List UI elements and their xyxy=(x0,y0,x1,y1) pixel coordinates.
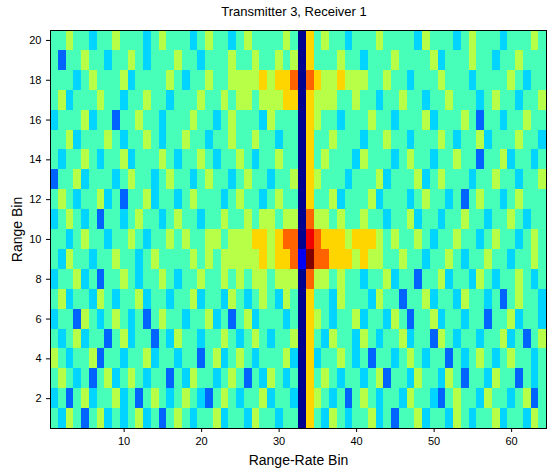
svg-text:Range Bin: Range Bin xyxy=(9,197,25,262)
svg-text:10: 10 xyxy=(118,435,130,447)
html-text:Transmitter 3, Receiver 1: Transmitter 3, Receiver 1 xyxy=(221,4,367,19)
svg-text:2: 2 xyxy=(35,392,41,404)
svg-text:20: 20 xyxy=(29,34,41,46)
svg-text:50: 50 xyxy=(428,435,440,447)
svg-text:16: 16 xyxy=(29,114,41,126)
svg-text:8: 8 xyxy=(35,273,41,285)
svg-text:14: 14 xyxy=(29,153,41,165)
svg-text:6: 6 xyxy=(35,313,41,325)
svg-text:18: 18 xyxy=(29,74,41,86)
svg-text:60: 60 xyxy=(506,435,518,447)
svg-text:4: 4 xyxy=(35,352,41,364)
svg-text:30: 30 xyxy=(273,435,285,447)
svg-text:20: 20 xyxy=(196,435,208,447)
svg-text:40: 40 xyxy=(351,435,363,447)
svg-text:12: 12 xyxy=(29,193,41,205)
svg-text:Range-Rate Bin: Range-Rate Bin xyxy=(249,452,349,468)
svg-text:10: 10 xyxy=(29,233,41,245)
